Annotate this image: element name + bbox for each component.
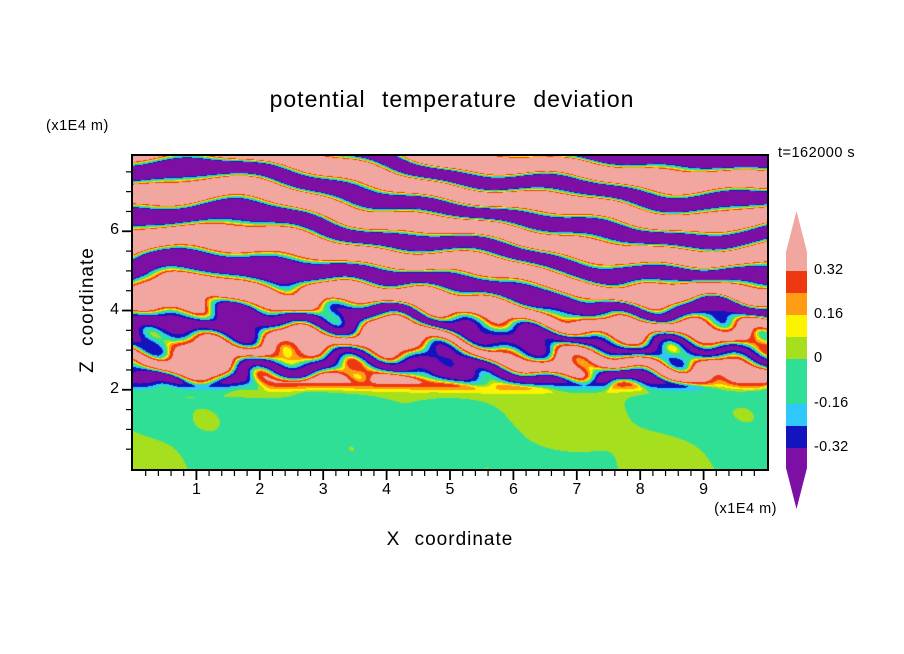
figure-title: potential temperature deviation: [269, 86, 635, 112]
z-tick-label: 4: [110, 300, 119, 318]
colorbar-label: 0.16: [814, 306, 844, 322]
colorbar-label: 0: [814, 350, 823, 366]
x-tick-label: 6: [508, 481, 518, 498]
colorbar-label: 0.32: [814, 262, 844, 278]
x-axis-unit-label: (x1E4 m): [714, 501, 777, 517]
x-tick-label: 7: [572, 481, 582, 498]
colorbar-label: -0.16: [814, 395, 849, 411]
colorbar-band-below -0.32: [786, 448, 807, 509]
colorbar-band-0 to 0.08: [786, 337, 807, 359]
colorbar-band-0.08 to 0.16: [786, 315, 807, 337]
colorbar-band--0.32 to -0.24: [786, 426, 807, 448]
colorbar-label: -0.32: [814, 439, 849, 455]
time-annotation: t=162000 s: [778, 145, 856, 161]
z-tick-label: 2: [110, 379, 119, 397]
x-tick-label: 9: [699, 481, 709, 498]
plot-frame: [131, 154, 769, 471]
x-tick-label: 4: [382, 481, 392, 498]
contour-field-canvas: [133, 156, 767, 469]
z-axis-unit-label: (x1E4 m): [46, 118, 109, 134]
x-tick-label: 2: [255, 481, 265, 498]
colorbar-band-0.24 to 0.32: [786, 271, 807, 293]
z-tick-label: 6: [110, 221, 119, 239]
x-tick-label: 1: [191, 481, 201, 498]
x-axis-label: X coordinate: [386, 529, 514, 550]
x-tick-label: 5: [445, 481, 455, 498]
colorbar-band-0.16 to 0.24: [786, 293, 807, 315]
colorbar-band-above 0.32: [786, 211, 807, 271]
x-tick-label: 8: [635, 481, 645, 498]
colorbar-band--0.24 to -0.16: [786, 404, 807, 426]
colorbar-band--0.16 to 0: [786, 359, 807, 404]
x-tick-label: 3: [318, 481, 328, 498]
